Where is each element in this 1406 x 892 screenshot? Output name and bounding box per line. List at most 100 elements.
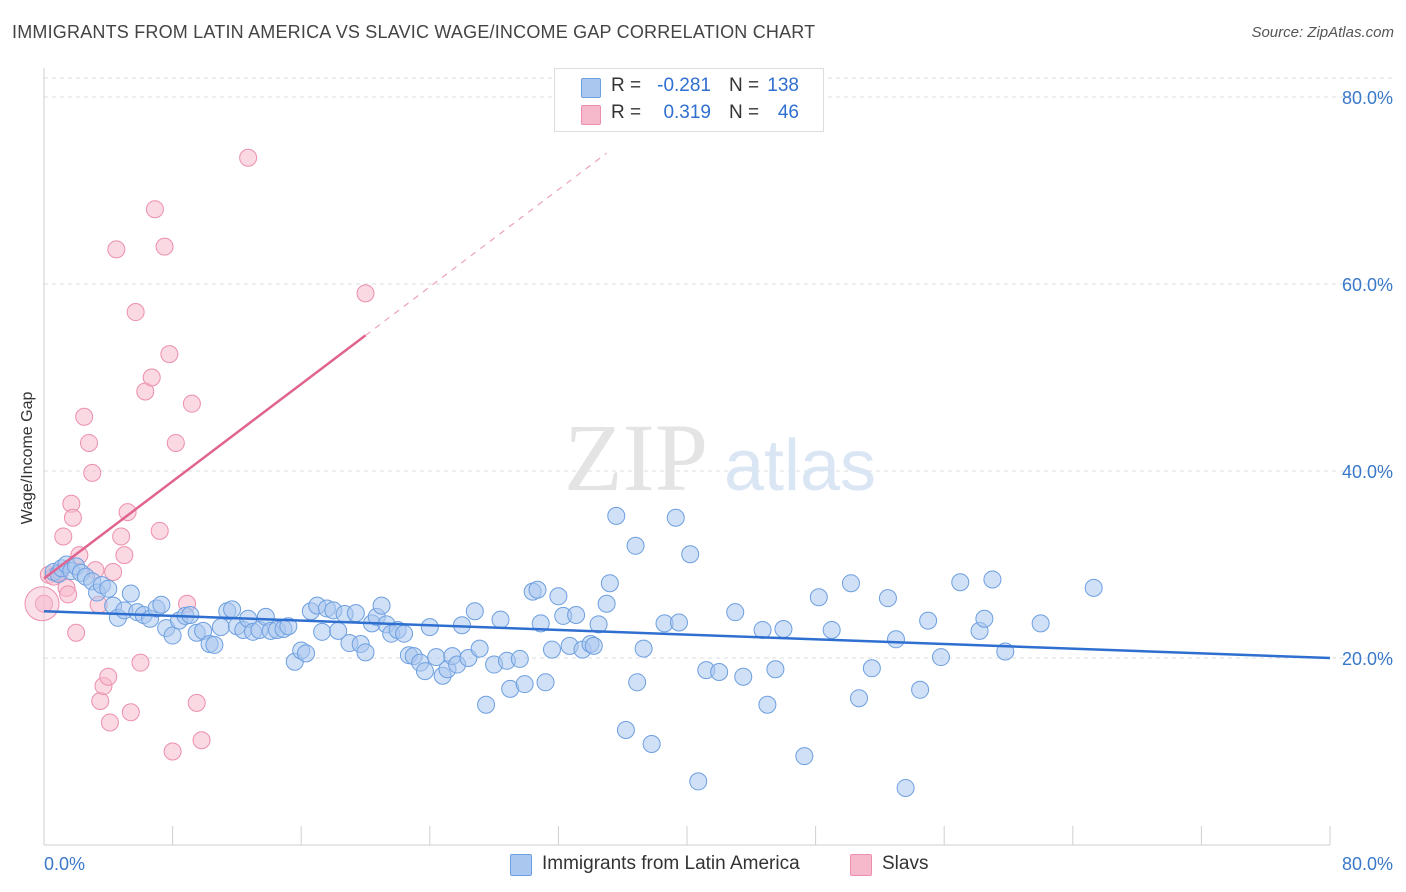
- data-point-latin-america: [919, 611, 938, 630]
- legend-n-label: N =: [729, 102, 760, 123]
- data-point-slavs: [112, 527, 131, 546]
- data-point-latin-america: [822, 620, 841, 639]
- data-point-latin-america: [911, 680, 930, 699]
- axes: [43, 68, 1331, 846]
- data-point-latin-america: [372, 596, 391, 615]
- data-point-latin-america: [279, 617, 298, 636]
- data-point-slavs: [99, 667, 118, 686]
- legend-r-label: R =: [611, 75, 642, 96]
- data-point-latin-america: [491, 610, 510, 629]
- legend-n-label: N =: [729, 75, 760, 96]
- data-point-latin-america: [163, 626, 182, 645]
- x-tick-label: 0.0%: [44, 854, 85, 874]
- data-point-latin-america: [1084, 578, 1103, 597]
- data-point-latin-america: [983, 570, 1002, 589]
- data-point-latin-america: [809, 588, 828, 607]
- data-point-latin-america: [313, 622, 332, 641]
- data-point-latin-america: [584, 636, 603, 655]
- data-point-slavs: [115, 546, 134, 565]
- legend-row-slavs: R = 0.319 N = 46: [555, 100, 823, 128]
- legend-swatch-blue: [581, 78, 601, 98]
- data-point-latin-america: [211, 618, 230, 637]
- data-point-latin-america: [152, 595, 171, 614]
- data-point-latin-america: [549, 587, 568, 606]
- data-point-latin-america: [795, 747, 814, 766]
- data-point-latin-america: [121, 584, 140, 603]
- data-point-latin-america: [420, 618, 439, 637]
- legend-n-value: 46: [777, 102, 799, 123]
- data-point-latin-america: [634, 639, 653, 658]
- data-point-slavs: [118, 503, 137, 522]
- data-point-slavs: [91, 692, 110, 711]
- data-point-latin-america: [223, 600, 242, 619]
- data-point-slavs: [24, 586, 60, 622]
- x-tick-label: 80.0%: [1342, 854, 1393, 874]
- chart-title: IMMIGRANTS FROM LATIN AMERICA VS SLAVIC …: [12, 22, 816, 42]
- data-point-latin-america: [896, 778, 915, 797]
- data-point-latin-america: [600, 574, 619, 593]
- data-point-latin-america: [886, 630, 905, 649]
- legend-swatch-blue: [510, 854, 532, 876]
- y-tick-label: 40.0%: [1342, 462, 1393, 482]
- data-point-latin-america: [542, 640, 561, 659]
- data-point-latin-america: [1031, 614, 1050, 633]
- data-point-latin-america: [510, 649, 529, 668]
- legend-swatch-pink: [850, 854, 872, 876]
- data-point-latin-america: [669, 613, 688, 632]
- data-point-slavs: [54, 527, 73, 546]
- data-point-latin-america: [470, 639, 489, 658]
- legend-swatch-pink: [581, 105, 601, 125]
- data-point-slavs: [145, 200, 164, 219]
- data-point-slavs: [163, 742, 182, 761]
- y-tick-label: 60.0%: [1342, 275, 1393, 295]
- data-point-latin-america: [628, 673, 647, 692]
- data-point-latin-america: [477, 695, 496, 714]
- series-latin-america: [44, 506, 1103, 797]
- data-point-latin-america: [951, 573, 970, 592]
- data-point-latin-america: [710, 663, 729, 682]
- data-point-slavs: [239, 148, 258, 167]
- data-point-slavs: [121, 703, 140, 722]
- data-point-slavs: [192, 731, 211, 750]
- data-point-latin-america: [205, 635, 224, 654]
- y-tick-label: 20.0%: [1342, 649, 1393, 669]
- data-point-slavs: [160, 345, 179, 364]
- data-point-slavs: [356, 284, 375, 303]
- data-point-latin-america: [862, 659, 881, 678]
- data-point-slavs: [104, 562, 123, 581]
- source-credit: Source: ZipAtlas.com: [1251, 24, 1394, 41]
- data-point-slavs: [150, 521, 169, 540]
- watermark-atlas: atlas: [724, 426, 876, 506]
- data-point-latin-america: [878, 589, 897, 608]
- data-point-latin-america: [626, 536, 645, 555]
- legend-r-label: R =: [611, 102, 642, 123]
- data-point-slavs: [63, 508, 82, 527]
- data-point-latin-america: [726, 603, 745, 622]
- data-point-latin-america: [515, 675, 534, 694]
- data-point-latin-america: [607, 506, 626, 525]
- data-point-slavs: [100, 713, 119, 732]
- data-point-latin-america: [850, 689, 869, 708]
- data-point-latin-america: [774, 620, 793, 639]
- data-point-latin-america: [681, 545, 700, 564]
- data-point-slavs: [142, 368, 161, 387]
- data-point-slavs: [182, 394, 201, 413]
- data-point-latin-america: [841, 574, 860, 593]
- data-point-latin-america: [766, 660, 785, 679]
- series-legend: Immigrants from Latin America Slavs: [0, 852, 1406, 878]
- data-point-slavs: [59, 585, 78, 604]
- y-tick-label: 80.0%: [1342, 88, 1393, 108]
- data-point-latin-america: [395, 624, 414, 643]
- data-point-latin-america: [753, 620, 772, 639]
- legend-r-value: -0.281: [657, 75, 711, 96]
- data-point-latin-america: [181, 605, 200, 624]
- data-point-latin-america: [531, 614, 550, 633]
- legend-label: Immigrants from Latin America: [542, 853, 800, 874]
- data-point-latin-america: [99, 579, 118, 598]
- tick-labels: 20.0% 40.0% 60.0% 80.0% 0.0% 80.0%: [44, 88, 1393, 874]
- data-point-latin-america: [975, 609, 994, 628]
- data-point-slavs: [131, 653, 150, 672]
- data-point-latin-america: [758, 695, 777, 714]
- data-point-slavs: [126, 303, 145, 322]
